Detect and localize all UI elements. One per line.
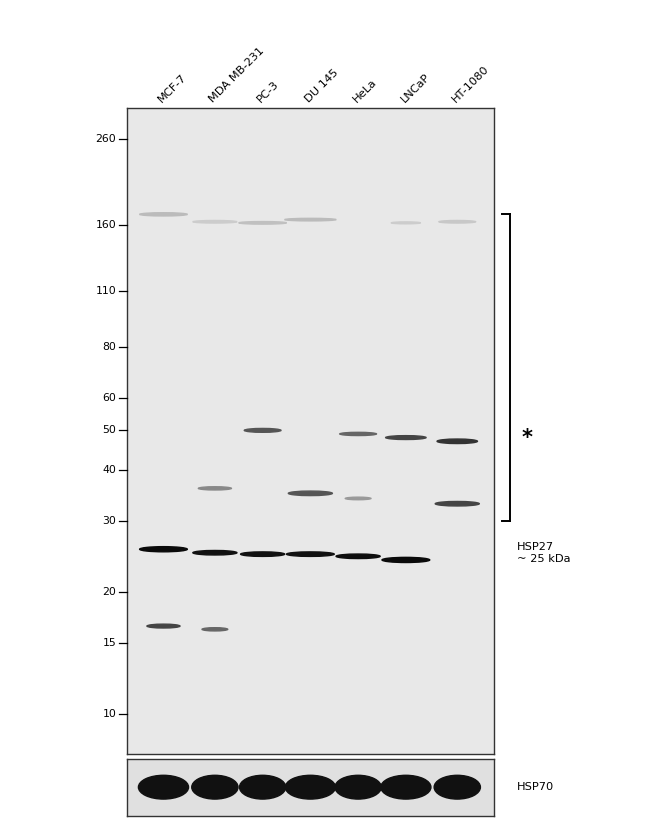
- Ellipse shape: [437, 439, 478, 443]
- Text: 20: 20: [103, 587, 116, 597]
- Text: DU 145: DU 145: [304, 67, 341, 104]
- Ellipse shape: [193, 551, 237, 555]
- Text: 160: 160: [96, 220, 116, 230]
- Text: 10: 10: [103, 710, 116, 720]
- Text: 30: 30: [103, 516, 116, 526]
- Ellipse shape: [436, 501, 479, 506]
- Text: 60: 60: [103, 393, 116, 403]
- Ellipse shape: [140, 212, 187, 216]
- Text: LNCaP: LNCaP: [399, 72, 432, 104]
- Ellipse shape: [340, 432, 376, 436]
- Text: 40: 40: [103, 465, 116, 475]
- Text: HSP70: HSP70: [517, 782, 554, 792]
- Ellipse shape: [385, 436, 426, 440]
- Text: HSP27
~ 25 kDa: HSP27 ~ 25 kDa: [517, 542, 570, 564]
- Ellipse shape: [289, 491, 332, 496]
- Text: MDA MB-231: MDA MB-231: [208, 45, 266, 104]
- Ellipse shape: [391, 222, 421, 224]
- Ellipse shape: [345, 497, 371, 500]
- Ellipse shape: [285, 776, 335, 799]
- Text: PC-3: PC-3: [255, 78, 281, 104]
- Ellipse shape: [239, 776, 286, 799]
- Text: *: *: [522, 427, 533, 447]
- Ellipse shape: [285, 218, 336, 221]
- Ellipse shape: [140, 546, 187, 551]
- Ellipse shape: [439, 221, 476, 223]
- Ellipse shape: [336, 554, 380, 559]
- Ellipse shape: [193, 221, 237, 223]
- Ellipse shape: [335, 776, 382, 799]
- Ellipse shape: [434, 776, 480, 799]
- Ellipse shape: [202, 628, 228, 631]
- Ellipse shape: [244, 428, 281, 432]
- Ellipse shape: [240, 552, 285, 556]
- Text: HT-1080: HT-1080: [450, 63, 491, 104]
- Text: MCF-7: MCF-7: [157, 72, 188, 104]
- Ellipse shape: [147, 624, 180, 628]
- Ellipse shape: [239, 222, 287, 224]
- Ellipse shape: [382, 557, 430, 562]
- Text: HeLa: HeLa: [351, 77, 378, 104]
- Text: 110: 110: [96, 287, 116, 297]
- Text: 260: 260: [96, 134, 116, 144]
- Text: 80: 80: [103, 342, 116, 352]
- Text: 50: 50: [103, 426, 116, 436]
- Ellipse shape: [138, 776, 188, 799]
- Ellipse shape: [287, 552, 334, 556]
- Ellipse shape: [198, 486, 231, 490]
- Ellipse shape: [192, 776, 238, 799]
- Text: 15: 15: [103, 638, 116, 648]
- Ellipse shape: [381, 776, 431, 799]
